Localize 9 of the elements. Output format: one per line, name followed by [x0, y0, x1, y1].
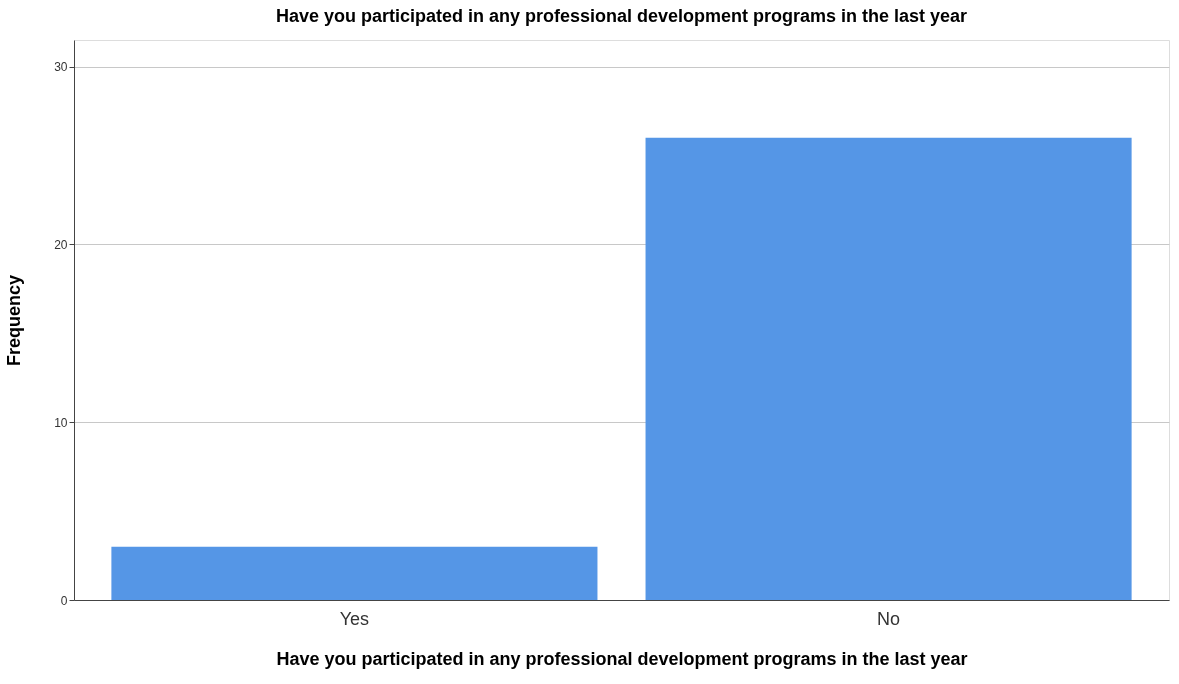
- y-tick-label: 30: [54, 60, 68, 75]
- x-tick-label: No: [877, 608, 901, 629]
- y-axis-title: Frequency: [4, 274, 25, 367]
- x-axis-title: Have you participated in any professional development programs in the last year: [276, 648, 968, 669]
- y-tick-label: 20: [54, 237, 68, 252]
- chart-title: Have you participated in any professional development programs in the last year: [275, 6, 968, 26]
- x-tick-label: Yes: [339, 608, 370, 629]
- y-tick-label: 0: [60, 593, 68, 608]
- y-tick-label: 10: [54, 415, 68, 430]
